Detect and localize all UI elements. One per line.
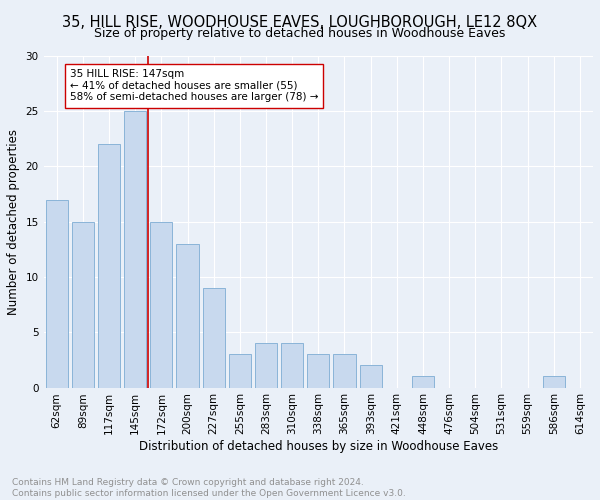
Bar [150,222,172,388]
Text: Size of property relative to detached houses in Woodhouse Eaves: Size of property relative to detached ho… [94,28,506,40]
Bar [98,144,120,388]
Bar [542,376,565,388]
Bar [307,354,329,388]
Text: 35, HILL RISE, WOODHOUSE EAVES, LOUGHBOROUGH, LE12 8QX: 35, HILL RISE, WOODHOUSE EAVES, LOUGHBOR… [62,15,538,30]
Text: 35 HILL RISE: 147sqm
← 41% of detached houses are smaller (55)
58% of semi-detac: 35 HILL RISE: 147sqm ← 41% of detached h… [70,69,318,102]
X-axis label: Distribution of detached houses by size in Woodhouse Eaves: Distribution of detached houses by size … [139,440,498,453]
Bar [255,344,277,388]
Bar [46,200,68,388]
Bar [203,288,225,388]
Y-axis label: Number of detached properties: Number of detached properties [7,128,20,314]
Bar [229,354,251,388]
Bar [334,354,356,388]
Bar [359,366,382,388]
Bar [124,111,146,388]
Bar [281,344,303,388]
Bar [412,376,434,388]
Bar [72,222,94,388]
Bar [176,244,199,388]
Text: Contains HM Land Registry data © Crown copyright and database right 2024.
Contai: Contains HM Land Registry data © Crown c… [12,478,406,498]
